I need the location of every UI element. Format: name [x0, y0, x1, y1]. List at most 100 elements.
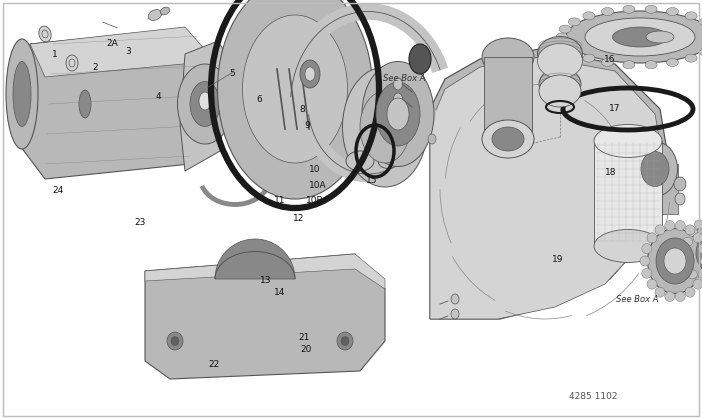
Ellipse shape [646, 31, 674, 43]
Ellipse shape [337, 332, 353, 350]
Polygon shape [484, 57, 532, 139]
Text: 4285 1102: 4285 1102 [569, 393, 618, 401]
Text: 10A: 10A [308, 181, 326, 190]
Ellipse shape [602, 59, 614, 67]
Ellipse shape [700, 18, 702, 26]
Ellipse shape [300, 60, 320, 88]
Ellipse shape [656, 238, 694, 284]
Ellipse shape [693, 233, 702, 243]
Ellipse shape [387, 98, 409, 130]
Ellipse shape [13, 62, 31, 127]
Ellipse shape [687, 227, 697, 236]
Ellipse shape [218, 0, 373, 199]
Text: 23: 23 [135, 218, 146, 228]
Ellipse shape [594, 124, 662, 158]
Text: 7: 7 [215, 140, 220, 149]
Text: 5: 5 [229, 69, 234, 78]
Ellipse shape [594, 230, 662, 262]
Ellipse shape [642, 268, 652, 278]
Ellipse shape [569, 48, 581, 56]
Ellipse shape [556, 33, 568, 41]
Ellipse shape [362, 62, 434, 166]
Ellipse shape [682, 260, 693, 269]
Ellipse shape [79, 90, 91, 118]
Text: 4: 4 [155, 92, 161, 101]
Ellipse shape [698, 268, 702, 278]
Ellipse shape [538, 36, 583, 72]
Polygon shape [430, 57, 665, 319]
Ellipse shape [305, 67, 315, 81]
Ellipse shape [694, 220, 702, 229]
Text: 12: 12 [293, 214, 304, 223]
Ellipse shape [167, 332, 183, 350]
Ellipse shape [665, 292, 675, 301]
Text: 16: 16 [604, 55, 615, 64]
Ellipse shape [681, 248, 691, 258]
Polygon shape [145, 254, 385, 379]
Text: 9: 9 [305, 121, 310, 130]
Polygon shape [180, 41, 230, 171]
Text: 18: 18 [605, 168, 616, 177]
Text: 10B: 10B [305, 196, 324, 205]
Ellipse shape [665, 220, 675, 230]
Ellipse shape [666, 59, 678, 67]
Ellipse shape [66, 55, 78, 71]
Ellipse shape [602, 8, 614, 16]
Text: 15: 15 [366, 176, 378, 185]
Ellipse shape [700, 256, 702, 266]
Ellipse shape [583, 54, 595, 62]
Ellipse shape [666, 8, 678, 16]
Text: 17: 17 [609, 103, 620, 113]
Ellipse shape [675, 220, 685, 230]
Text: See Box A: See Box A [616, 295, 658, 304]
Ellipse shape [633, 142, 677, 197]
Ellipse shape [645, 5, 657, 13]
Ellipse shape [199, 92, 211, 110]
Ellipse shape [685, 225, 695, 235]
Text: See Box A: See Box A [383, 74, 425, 83]
Ellipse shape [451, 309, 459, 319]
Ellipse shape [623, 61, 635, 69]
Ellipse shape [655, 225, 665, 235]
Ellipse shape [376, 82, 420, 146]
Ellipse shape [539, 75, 581, 107]
Ellipse shape [360, 91, 410, 163]
Ellipse shape [647, 228, 702, 293]
Text: 22: 22 [208, 360, 220, 369]
Text: 6: 6 [257, 95, 263, 104]
Ellipse shape [341, 336, 349, 346]
Text: 14: 14 [274, 288, 285, 297]
Ellipse shape [685, 287, 695, 297]
Ellipse shape [687, 270, 697, 279]
Text: 1: 1 [52, 50, 58, 59]
Ellipse shape [583, 12, 595, 20]
Ellipse shape [613, 27, 668, 47]
Ellipse shape [688, 223, 702, 283]
Ellipse shape [700, 48, 702, 56]
Ellipse shape [148, 10, 161, 21]
Ellipse shape [171, 336, 179, 346]
Ellipse shape [647, 279, 657, 289]
Text: 11: 11 [274, 196, 285, 205]
Text: 20: 20 [300, 345, 312, 354]
Polygon shape [594, 141, 662, 246]
Wedge shape [215, 239, 295, 279]
Ellipse shape [664, 248, 686, 274]
Ellipse shape [685, 12, 697, 20]
Polygon shape [145, 254, 385, 289]
Ellipse shape [394, 78, 402, 90]
Ellipse shape [566, 11, 702, 63]
Ellipse shape [482, 120, 534, 158]
Text: 8: 8 [299, 105, 305, 114]
Polygon shape [430, 49, 670, 319]
Ellipse shape [394, 93, 402, 105]
Ellipse shape [675, 193, 685, 205]
Ellipse shape [559, 41, 571, 49]
Ellipse shape [160, 7, 170, 15]
Ellipse shape [569, 18, 581, 26]
Text: 24: 24 [52, 186, 63, 195]
Polygon shape [15, 29, 215, 179]
Polygon shape [30, 27, 215, 77]
Ellipse shape [645, 61, 657, 69]
Ellipse shape [6, 39, 38, 149]
